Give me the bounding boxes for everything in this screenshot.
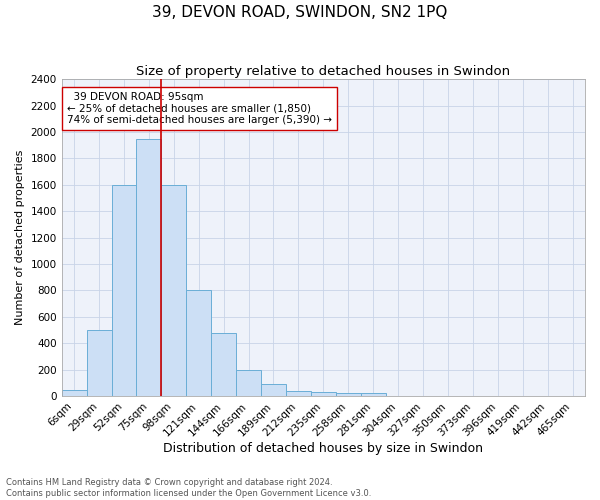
Bar bbox=[136, 138, 161, 396]
Y-axis label: Number of detached properties: Number of detached properties bbox=[15, 150, 25, 326]
Bar bbox=[161, 185, 186, 396]
Bar bbox=[236, 370, 261, 396]
Bar bbox=[62, 390, 86, 396]
Bar bbox=[112, 185, 136, 396]
Bar bbox=[311, 392, 336, 396]
Text: Contains HM Land Registry data © Crown copyright and database right 2024.
Contai: Contains HM Land Registry data © Crown c… bbox=[6, 478, 371, 498]
Bar bbox=[211, 334, 236, 396]
Bar bbox=[336, 394, 361, 396]
X-axis label: Distribution of detached houses by size in Swindon: Distribution of detached houses by size … bbox=[163, 442, 484, 455]
Text: 39, DEVON ROAD, SWINDON, SN2 1PQ: 39, DEVON ROAD, SWINDON, SN2 1PQ bbox=[152, 5, 448, 20]
Bar bbox=[261, 384, 286, 396]
Title: Size of property relative to detached houses in Swindon: Size of property relative to detached ho… bbox=[136, 65, 511, 78]
Text: 39 DEVON ROAD: 95sqm  
← 25% of detached houses are smaller (1,850)
74% of semi-: 39 DEVON ROAD: 95sqm ← 25% of detached h… bbox=[67, 92, 332, 125]
Bar bbox=[186, 290, 211, 396]
Bar bbox=[286, 392, 311, 396]
Bar bbox=[361, 394, 386, 396]
Bar bbox=[86, 330, 112, 396]
